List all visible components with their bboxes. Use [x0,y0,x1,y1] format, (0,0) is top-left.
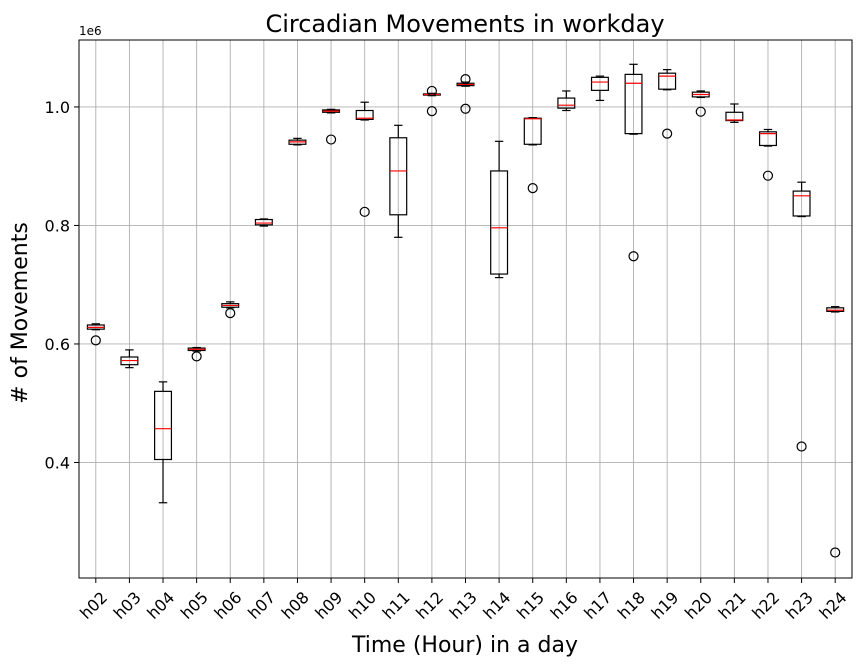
box-iqr [154,390,173,461]
box-iqr [389,137,408,216]
box-h02 [86,323,105,346]
x-tick-label: h02 [76,588,111,623]
outlier-point [796,441,807,452]
y-tick-label: 1.0 [45,98,70,117]
y-tick-label: 0.4 [45,453,70,472]
x-tick-label: h23 [782,588,817,623]
outlier-point [527,183,538,194]
box-h15 [523,117,542,194]
box-h12 [422,85,441,117]
y-axis-multiplier: 1e6 [79,24,102,38]
outlier-point [662,128,673,139]
x-tick-label: h13 [446,588,481,623]
box-iqr [590,76,609,91]
y-axis-ticks: 0.4 0.6 0.8 1.0 [45,98,79,472]
outlier-point [426,106,437,117]
x-tick-label: h09 [311,588,346,623]
box-h14 [490,140,509,279]
y-tick-label: 0.6 [45,335,70,354]
box-h22 [758,128,777,181]
outlier-point [460,103,471,114]
x-tick-label: h11 [379,588,414,623]
box-h09 [322,108,341,145]
box-iqr [557,97,576,109]
outlier-point [830,547,841,558]
outlier-point [225,308,236,319]
x-tick-label: h12 [412,588,447,623]
outlier-point [90,335,101,346]
x-tick-label: h24 [816,588,851,623]
x-tick-label: h18 [614,588,649,623]
x-tick-label: h06 [211,588,246,623]
outlier-point [426,85,437,97]
x-axis-ticks: h02h03h04h05h06h07h08h09h10h11h12h13h14h… [76,578,851,623]
box-h19 [658,69,677,139]
x-tick-label: h20 [681,588,716,623]
grid-lines [79,40,852,578]
x-tick-label: h15 [513,588,548,623]
box-h20 [691,90,710,117]
outlier-point [191,351,202,362]
box-h07 [254,218,273,227]
box-series [86,63,845,558]
box-h06 [221,301,240,319]
x-tick-label: h21 [715,588,750,623]
x-axis-label: Time (Hour) in a day [351,633,578,658]
x-tick-label: h07 [244,588,279,623]
x-tick-label: h08 [278,588,313,623]
outlier-point [460,74,471,85]
outlier-point [695,106,706,117]
x-tick-label: h19 [647,588,682,623]
box-iqr [658,72,677,90]
box-h16 [557,90,576,112]
x-tick-label: h04 [143,588,178,623]
box-h03 [120,349,139,369]
box-iqr [624,73,643,135]
box-h11 [389,124,408,238]
box-iqr [490,170,509,275]
box-iqr [254,218,273,226]
outlier-point [359,206,370,217]
box-h18 [624,63,643,262]
x-tick-label: h14 [479,588,514,623]
outlier-point [325,134,337,145]
x-tick-label: h17 [580,588,615,623]
box-h21 [725,103,744,123]
box-iqr [792,190,811,217]
box-iqr [355,109,374,120]
box-h24 [826,306,845,558]
x-tick-label: h10 [345,588,380,623]
outlier-point [628,251,639,262]
x-tick-label: h22 [748,588,783,623]
box-h08 [288,137,307,146]
x-tick-label: h03 [110,588,145,623]
box-h17 [590,75,609,102]
box-h23 [792,181,811,452]
box-h10 [355,101,374,217]
x-tick-label: h05 [177,588,212,623]
outlier-point [762,170,774,181]
box-h05 [187,346,206,362]
box-h04 [154,381,173,504]
y-tick-label: 0.8 [45,216,70,235]
x-tick-label: h16 [547,588,582,623]
box-h13 [456,74,475,114]
y-axis-label: # of Movements [8,222,33,404]
box-iqr [758,131,777,147]
chart-title: Circadian Movements in workday [265,10,664,38]
